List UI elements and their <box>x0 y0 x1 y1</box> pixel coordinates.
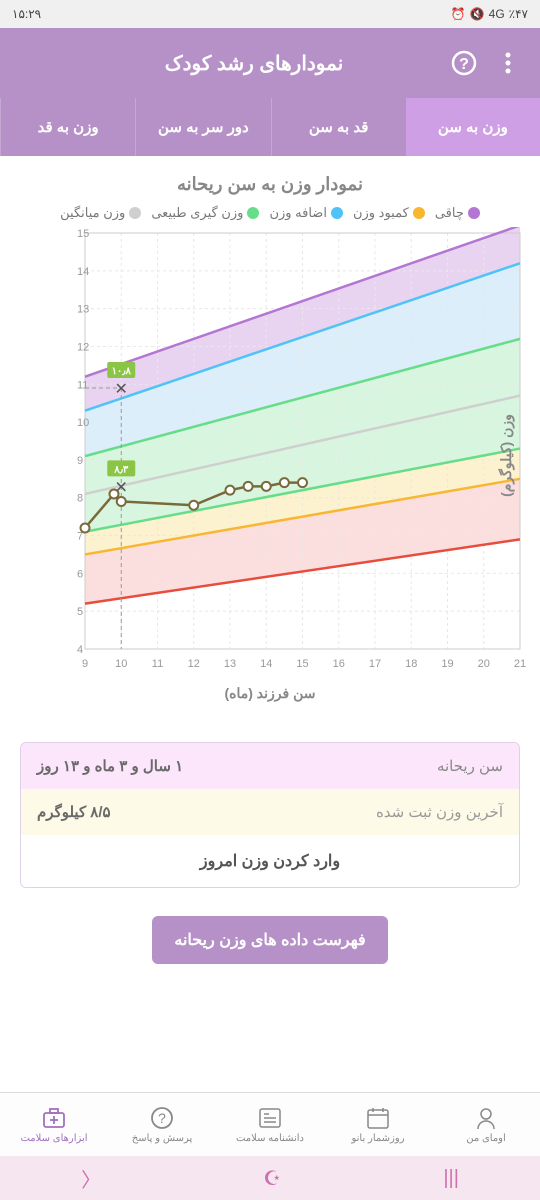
svg-text:19: 19 <box>441 658 453 670</box>
help-icon[interactable]: ? <box>448 47 480 79</box>
legend-item-1: کمبود وزن <box>353 205 425 221</box>
svg-text:16: 16 <box>333 658 345 670</box>
legend-label: اضافه وزن <box>269 205 327 221</box>
svg-text:9: 9 <box>82 658 88 670</box>
svg-text:14: 14 <box>260 658 272 670</box>
chart-ylabel: وزن (کیلوگرم) <box>498 414 515 497</box>
bottom-nav: اومای من روزشمار بانو دانشنامه سلامت? پرسش … <box>0 1092 540 1156</box>
tab-2[interactable]: دور سر به سن <box>135 98 270 156</box>
statusbar: ٪۴۷ 4G 🔇 ⏰ ۱۵:۲۹ <box>0 0 540 28</box>
bottom-nav-label: ابزارهای سلامت <box>20 1133 87 1144</box>
age-label: سن ریحانه <box>437 757 503 775</box>
bottom-nav-icon: ? <box>149 1105 175 1131</box>
appbar: ? نمودارهای رشد کودک <box>0 28 540 98</box>
svg-text:14: 14 <box>77 266 89 278</box>
chart-xlabel: سن فرزند (ماه) <box>0 677 540 722</box>
svg-text:11: 11 <box>152 658 163 670</box>
svg-text:10: 10 <box>77 417 89 429</box>
bottom-nav-item-4[interactable]: ابزارهای سلامت <box>0 1093 108 1156</box>
bottom-nav-item-0[interactable]: اومای من <box>432 1093 540 1156</box>
enter-weight-button[interactable]: وارد کردن وزن امروز <box>21 835 519 887</box>
legend-dot-icon <box>331 207 343 219</box>
svg-text:✕: ✕ <box>115 479 128 496</box>
legend-item-2: اضافه وزن <box>269 205 343 221</box>
bottom-nav-item-3[interactable]: ? پرسش و پاسخ <box>108 1093 216 1156</box>
svg-text:21: 21 <box>514 658 526 670</box>
svg-text:20: 20 <box>478 658 490 670</box>
age-row: سن ریحانه ۱ سال و ۳ ماه و ۱۳ روز <box>21 743 519 789</box>
legend-dot-icon <box>129 207 141 219</box>
svg-text:11: 11 <box>77 379 88 391</box>
weight-data-list-button[interactable]: فهرست داده های وزن ریحانه <box>152 916 387 964</box>
svg-text:12: 12 <box>188 658 200 670</box>
battery-text: ٪۴۷ <box>509 7 528 21</box>
legend-dot-icon <box>468 207 480 219</box>
bottom-nav-icon <box>473 1105 499 1131</box>
bottom-nav-label: پرسش و پاسخ <box>132 1133 192 1144</box>
bottom-nav-icon <box>41 1105 67 1131</box>
alarm-icon: ⏰ <box>451 7 466 21</box>
bottom-nav-label: دانشنامه سلامت <box>236 1133 304 1144</box>
tab-1[interactable]: قد به سن <box>271 98 406 156</box>
bottom-nav-icon <box>365 1105 391 1131</box>
chart-title: نمودار وزن به سن ریحانه <box>0 156 540 205</box>
svg-text:8: 8 <box>77 493 83 505</box>
age-value: ۱ سال و ۳ ماه و ۱۳ روز <box>37 757 183 775</box>
back-icon[interactable]: 〈 <box>81 1164 101 1193</box>
svg-text:4: 4 <box>77 644 83 656</box>
svg-text:?: ? <box>158 1110 166 1126</box>
svg-text:6: 6 <box>77 568 83 580</box>
svg-text:13: 13 <box>77 304 89 316</box>
svg-text:15: 15 <box>296 658 308 670</box>
chart-area: وزن (کیلوگرم) 9 10 11 12 13 14 15 16 17 18 19 20 21 4… <box>0 227 540 677</box>
bottom-nav-label: اومای من <box>466 1133 506 1144</box>
svg-text:?: ? <box>459 56 469 73</box>
bottom-nav-icon <box>257 1105 283 1131</box>
legend-item-3: وزن گیری طبیعی <box>151 205 259 221</box>
last-weight-value: ۸/۵ کیلوگرم <box>37 803 111 821</box>
svg-text:13: 13 <box>224 658 236 670</box>
svg-text:17: 17 <box>369 658 381 670</box>
svg-text:✕: ✕ <box>115 381 128 398</box>
home-icon[interactable]: ☪ <box>263 1166 281 1191</box>
legend-label: کمبود وزن <box>353 205 409 221</box>
vibrate-icon: 🔇 <box>470 7 485 21</box>
legend-item-4: وزن میانگین <box>60 205 141 221</box>
last-weight-label: آخرین وزن ثبت شده <box>376 803 503 821</box>
signal-text: 4G <box>489 7 505 21</box>
clock: ۱۵:۲۹ <box>12 7 41 21</box>
legend-dot-icon <box>413 207 425 219</box>
bottom-nav-item-1[interactable]: روزشمار بانو <box>324 1093 432 1156</box>
tabs: وزن به سنقد به سندور سر به سنوزن به قد <box>0 98 540 156</box>
svg-text:9: 9 <box>77 455 83 467</box>
growth-chart: 9101112131415161718192021456789101112131… <box>30 227 530 677</box>
svg-text:۸٫۳: ۸٫۳ <box>113 464 129 475</box>
svg-text:5: 5 <box>77 606 83 618</box>
svg-text:۱۰٫۸: ۱۰٫۸ <box>112 366 132 377</box>
chart-legend: چاقی کمبود وزن اضافه وزن وزن گیری طبیعی وزن … <box>0 205 540 227</box>
page-title: نمودارهای رشد کودک <box>60 51 448 76</box>
tab-3[interactable]: وزن به قد <box>0 98 135 156</box>
menu-icon[interactable] <box>492 47 524 79</box>
bottom-nav-item-2[interactable]: دانشنامه سلامت <box>216 1093 324 1156</box>
svg-text:18: 18 <box>405 658 417 670</box>
legend-dot-icon <box>247 207 259 219</box>
info-card: سن ریحانه ۱ سال و ۳ ماه و ۱۳ روز آخرین و… <box>20 742 520 888</box>
legend-label: وزن میانگین <box>60 205 125 221</box>
system-navbar: ||| ☪ 〈 <box>0 1156 540 1200</box>
last-weight-row: آخرین وزن ثبت شده ۸/۵ کیلوگرم <box>21 789 519 835</box>
svg-text:15: 15 <box>77 228 89 240</box>
tab-0[interactable]: وزن به سن <box>406 98 540 156</box>
legend-label: چاقی <box>435 205 464 221</box>
svg-text:12: 12 <box>77 341 89 353</box>
bottom-nav-label: روزشمار بانو <box>351 1133 404 1144</box>
legend-item-0: چاقی <box>435 205 480 221</box>
svg-text:10: 10 <box>115 658 127 670</box>
recent-apps-icon[interactable]: ||| <box>443 1167 459 1190</box>
legend-label: وزن گیری طبیعی <box>151 205 243 221</box>
